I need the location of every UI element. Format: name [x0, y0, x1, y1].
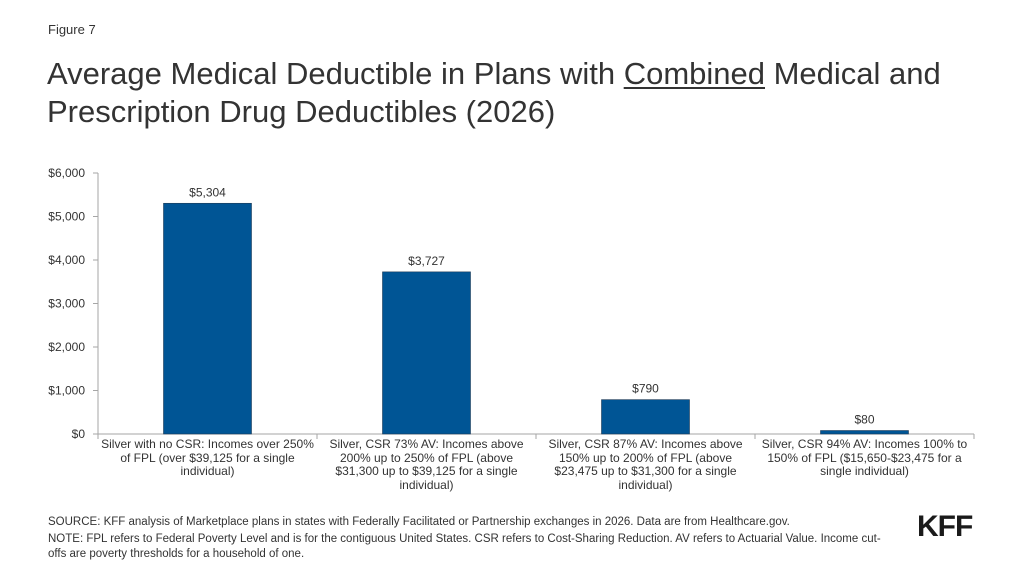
y-tick-label: $0	[72, 427, 86, 441]
data-label: $80	[854, 413, 874, 427]
y-axis: $0 $1,000 $2,000 $3,000 $4,000 $5,000 $6,000	[48, 166, 99, 441]
y-tick-label: $5,000	[48, 210, 85, 224]
bar	[382, 271, 471, 435]
bar	[820, 430, 909, 435]
data-label: $5,304	[189, 185, 226, 199]
data-label: $790	[632, 382, 659, 396]
y-tick-label: $6,000	[48, 166, 85, 180]
data-label: $3,727	[408, 254, 445, 268]
bar	[601, 399, 690, 435]
source-note: SOURCE: KFF analysis of Marketplace plan…	[48, 516, 790, 528]
kff-logo: KFF	[917, 510, 973, 543]
y-tick-label: $2,000	[48, 340, 85, 354]
bar	[163, 202, 252, 435]
x-tick-label: Silver, CSR 87% AV: Incomes above 150% u…	[548, 437, 743, 492]
figure-label: Figure 7	[48, 22, 96, 37]
x-tick-label: Silver, CSR 94% AV: Incomes 100% to 150%…	[761, 437, 968, 478]
y-tick-label: $3,000	[48, 297, 85, 311]
chart-title: Average Medical Deductible in Plans with…	[47, 55, 1007, 131]
x-tick-label: Silver, CSR 73% AV: Incomes above 200% u…	[329, 437, 524, 492]
footnote: NOTE: FPL refers to Federal Poverty Leve…	[48, 533, 881, 560]
title-underlined-word: Combined	[623, 56, 765, 91]
data-labels: $5,304 $3,727 $790 $80	[189, 185, 875, 426]
title-part-2: Medical and Prescription Drug Deductible…	[47, 56, 941, 129]
x-tick-label: Silver with no CSR: Incomes over 250% of…	[101, 437, 314, 478]
bars	[163, 202, 909, 435]
title-part-1: Average Medical Deductible in Plans with	[47, 56, 624, 91]
y-tick-label: $1,000	[48, 384, 85, 398]
y-tick-label: $4,000	[48, 253, 85, 267]
